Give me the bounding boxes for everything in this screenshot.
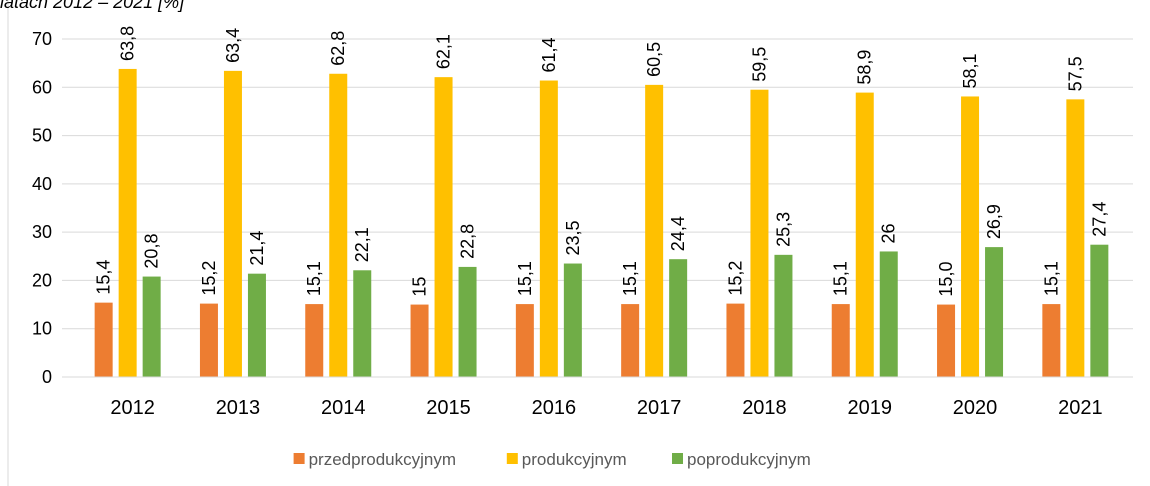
value-label: 15,1 bbox=[515, 261, 535, 296]
value-label: 58,1 bbox=[960, 53, 980, 88]
value-label: 15,4 bbox=[94, 260, 114, 295]
bar bbox=[563, 263, 582, 377]
value-label: 25,3 bbox=[773, 212, 793, 247]
bar bbox=[621, 304, 640, 377]
legend-label: przedprodukcyjnym bbox=[309, 450, 456, 469]
value-label: 58,9 bbox=[855, 50, 875, 85]
value-label: 21,4 bbox=[247, 231, 267, 266]
x-tick-label: 2021 bbox=[1058, 397, 1103, 419]
x-tick-label: 2019 bbox=[848, 397, 893, 419]
bar bbox=[1066, 99, 1085, 377]
y-tick-label: 40 bbox=[32, 174, 52, 194]
x-tick-label: 2018 bbox=[742, 397, 787, 419]
bar bbox=[1042, 304, 1061, 377]
y-tick-label: 60 bbox=[32, 77, 52, 97]
value-label: 62,1 bbox=[434, 34, 454, 69]
y-tick-label: 20 bbox=[32, 270, 52, 290]
value-label: 15,1 bbox=[304, 261, 324, 296]
bar bbox=[410, 304, 429, 377]
bar bbox=[726, 303, 745, 377]
bar bbox=[515, 304, 534, 377]
bar bbox=[434, 77, 453, 377]
value-label: 15,1 bbox=[831, 261, 851, 296]
bar bbox=[750, 89, 769, 377]
value-label: 20,8 bbox=[142, 234, 162, 269]
value-label: 61,4 bbox=[539, 37, 559, 72]
value-label: 22,8 bbox=[458, 224, 478, 259]
bar bbox=[353, 270, 372, 377]
value-label: 23,5 bbox=[563, 220, 583, 255]
bar bbox=[879, 251, 898, 377]
bar bbox=[329, 73, 348, 377]
value-label: 26 bbox=[879, 223, 899, 243]
value-label: 57,5 bbox=[1065, 56, 1085, 91]
bar bbox=[199, 303, 218, 377]
bar bbox=[855, 92, 874, 378]
y-tick-label: 50 bbox=[32, 126, 52, 146]
x-tick-label: 2013 bbox=[216, 397, 261, 419]
bar bbox=[937, 304, 956, 377]
value-label: 15,2 bbox=[199, 261, 219, 296]
value-label: 15,1 bbox=[620, 261, 640, 296]
bar bbox=[305, 304, 324, 377]
value-label: 63,8 bbox=[118, 26, 138, 61]
legend-swatch bbox=[506, 453, 518, 464]
value-label: 24,4 bbox=[668, 216, 688, 251]
value-label: 63,4 bbox=[223, 28, 243, 63]
value-label: 15,2 bbox=[725, 261, 745, 296]
bar bbox=[831, 304, 850, 377]
y-tick-label: 10 bbox=[32, 319, 52, 339]
x-tick-label: 2014 bbox=[321, 397, 366, 419]
y-tick-label: 70 bbox=[32, 29, 52, 49]
bar bbox=[774, 254, 793, 377]
bar bbox=[669, 259, 688, 377]
bar bbox=[985, 247, 1004, 377]
legend-swatch bbox=[293, 453, 305, 464]
x-tick-label: 2020 bbox=[953, 397, 998, 419]
bar bbox=[458, 266, 477, 377]
legend-label: produkcyjnym bbox=[522, 450, 627, 469]
bar bbox=[94, 302, 113, 377]
legend-swatch bbox=[672, 453, 683, 464]
value-label: 27,4 bbox=[1089, 202, 1109, 237]
bar bbox=[539, 80, 558, 378]
bar bbox=[223, 70, 242, 378]
x-tick-label: 2016 bbox=[532, 397, 577, 419]
y-tick-label: 0 bbox=[42, 367, 52, 387]
value-label: 60,5 bbox=[644, 42, 664, 77]
bar bbox=[142, 276, 161, 377]
bar bbox=[118, 68, 137, 378]
bar bbox=[247, 273, 266, 377]
bar bbox=[961, 96, 980, 378]
bar bbox=[645, 84, 664, 377]
value-label: 15,0 bbox=[936, 262, 956, 297]
value-label: 62,8 bbox=[328, 31, 348, 66]
x-tick-label: 2012 bbox=[110, 397, 155, 419]
x-tick-label: 2017 bbox=[637, 397, 682, 419]
value-label: 15,1 bbox=[1041, 261, 1061, 296]
value-label: 22,1 bbox=[352, 227, 372, 262]
chart-title: latach 2012 – 2021 [%] bbox=[0, 0, 185, 12]
value-label: 15 bbox=[410, 277, 430, 297]
legend-label: poprodukcyjnym bbox=[687, 450, 811, 469]
y-tick-label: 30 bbox=[32, 222, 52, 242]
bar bbox=[1090, 244, 1109, 377]
value-label: 59,5 bbox=[749, 47, 769, 82]
chart-border bbox=[7, 0, 9, 486]
value-label: 26,9 bbox=[984, 204, 1004, 239]
x-tick-label: 2015 bbox=[426, 397, 471, 419]
